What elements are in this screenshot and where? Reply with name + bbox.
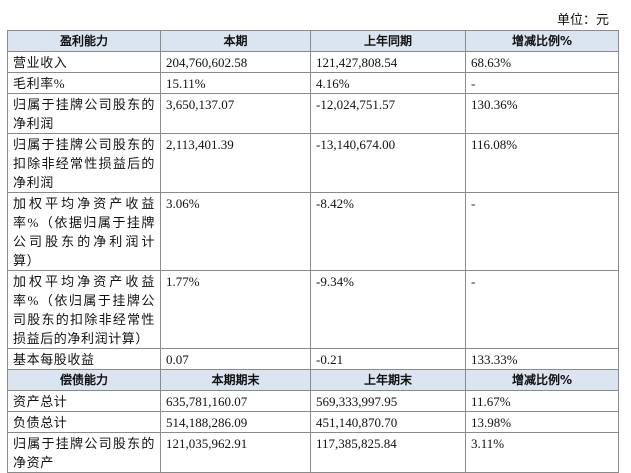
page: 单位：元 盈利能力 本期 上年同期 增减比例% 营业收入 204,760,602.58 12… — [7, 12, 619, 473]
value-cell: -12,024,751.57 — [310, 93, 466, 134]
table-body: 盈利能力 本期 上年同期 增减比例% 营业收入 204,760,602.58 121,427… — [7, 30, 619, 473]
header-cell: 偿债能力 — [7, 369, 161, 391]
header-cell: 本期期末 — [160, 369, 311, 391]
row-label: 加权平均净资产收益率%（依归属于挂牌公司股东的扣除非经常性损益后的净利润计算） — [7, 270, 161, 349]
value-cell: 133.33% — [465, 348, 619, 370]
value-cell: 130.36% — [465, 93, 619, 134]
header-row: 盈利能力 本期 上年同期 增减比例% — [7, 30, 619, 52]
value-cell: - — [465, 192, 619, 271]
value-cell: 116.08% — [465, 133, 619, 193]
value-cell: -9.34% — [310, 270, 466, 349]
value-cell: 1.77% — [160, 270, 311, 349]
data-row: 加权平均净资产收益率%（依归属于挂牌公司股东的扣除非经常性损益后的净利润计算） 1… — [7, 270, 619, 349]
data-row: 加权平均净资产收益率%（依据归属于挂牌公司股东的净利润计算） 3.06% -8.42… — [7, 192, 619, 271]
header-cell: 增减比例% — [465, 30, 619, 52]
value-cell: 11.67% — [465, 390, 619, 412]
value-cell: 3.06% — [160, 192, 311, 271]
header-cell: 本期 — [160, 30, 311, 52]
data-row: 归属于挂牌公司股东的净利润 3,650,137.07 -12,024,751.57 1… — [7, 93, 619, 134]
row-label: 基本每股收益 — [7, 348, 161, 370]
value-cell: 635,781,160.07 — [160, 390, 311, 412]
header-cell: 增减比例% — [465, 369, 619, 391]
value-cell: 13.98% — [465, 411, 619, 433]
value-cell: 121,035,962.91 — [160, 432, 311, 473]
unit-label: 单位：元 — [556, 12, 609, 27]
row-label: 负债总计 — [7, 411, 161, 433]
value-cell: 204,760,602.58 — [160, 51, 311, 73]
row-label: 加权平均净资产收益率%（依据归属于挂牌公司股东的净利润计算） — [7, 192, 161, 271]
value-cell: -13,140,674.00 — [310, 133, 466, 193]
value-cell: - — [465, 270, 619, 349]
value-cell: - — [465, 72, 619, 94]
value-cell: 514,188,286.09 — [160, 411, 311, 433]
row-label: 归属于挂牌公司股东的净利润 — [7, 93, 161, 134]
value-cell: -8.42% — [310, 192, 466, 271]
value-cell: 15.11% — [160, 72, 311, 94]
value-cell: -0.21 — [310, 348, 466, 370]
value-cell: 2,113,401.39 — [160, 133, 311, 193]
value-cell: 117,385,825.84 — [310, 432, 466, 473]
header-cell: 盈利能力 — [7, 30, 161, 52]
row-label: 毛利率% — [7, 72, 161, 94]
data-row: 毛利率% 15.11% 4.16% - — [7, 72, 619, 94]
value-cell: 0.07 — [160, 348, 311, 370]
value-cell: 3,650,137.07 — [160, 93, 311, 134]
data-row: 归属于挂牌公司股东的扣除非经常性损益后的净利润 2,113,401.39 -13,1… — [7, 133, 619, 193]
data-row: 营业收入 204,760,602.58 121,427,808.54 68.63% — [7, 51, 619, 73]
data-row: 基本每股收益 0.07 -0.21 133.33% — [7, 348, 619, 370]
header-row: 偿债能力 本期期末 上年期末 增减比例% — [7, 369, 619, 391]
row-label: 归属于挂牌公司股东的扣除非经常性损益后的净利润 — [7, 133, 161, 193]
header-cell: 上年同期 — [310, 30, 466, 52]
value-cell: 569,333,997.95 — [310, 390, 466, 412]
row-label: 营业收入 — [7, 51, 161, 73]
value-cell: 4.16% — [310, 72, 466, 94]
data-row: 负债总计 514,188,286.09 451,140,870.70 13.98% — [7, 411, 619, 433]
value-cell: 3.11% — [465, 432, 619, 473]
financial-table: 盈利能力 本期 上年同期 增减比例% 营业收入 204,760,602.58 121,427… — [7, 30, 619, 473]
row-label: 归属于挂牌公司股东的净资产 — [7, 432, 161, 473]
value-cell: 451,140,870.70 — [310, 411, 466, 433]
data-row: 归属于挂牌公司股东的净资产 121,035,962.91 117,385,825.8… — [7, 432, 619, 473]
value-cell: 121,427,808.54 — [310, 51, 466, 73]
header-cell: 上年期末 — [310, 369, 466, 391]
value-cell: 68.63% — [465, 51, 619, 73]
row-label: 资产总计 — [7, 390, 161, 412]
data-row: 资产总计 635,781,160.07 569,333,997.95 11.67% — [7, 390, 619, 412]
